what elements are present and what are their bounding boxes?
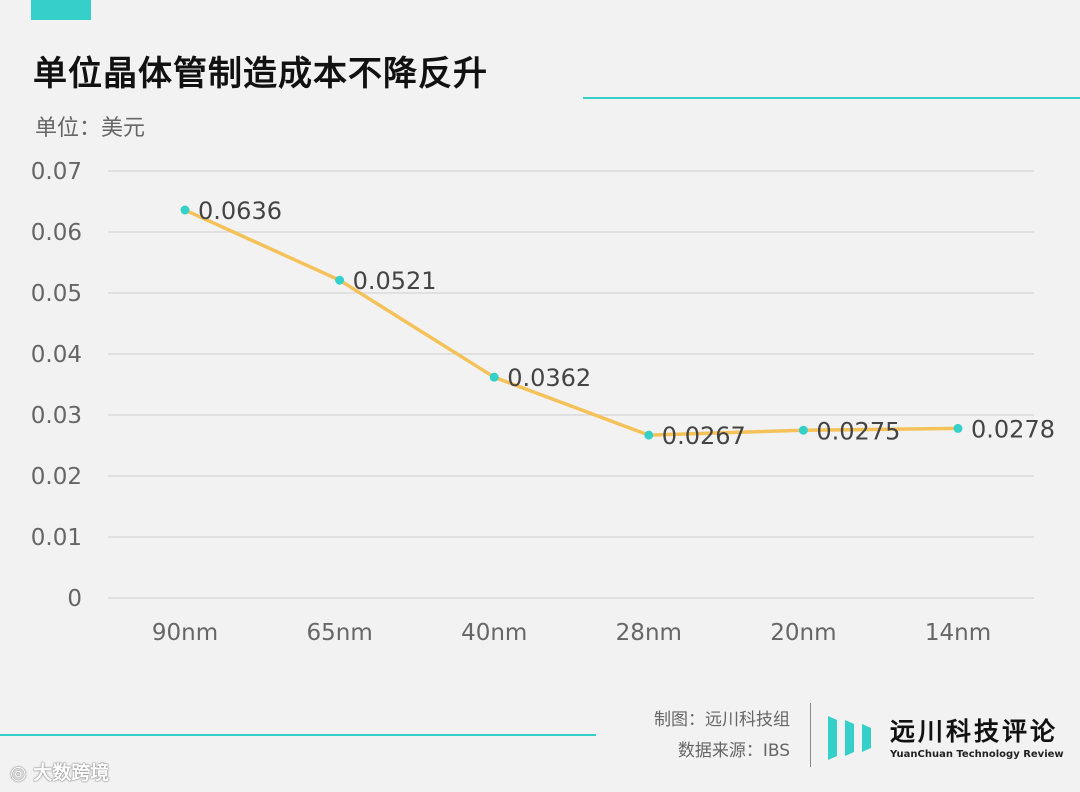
data-label: 0.0636	[198, 197, 282, 225]
data-point	[953, 423, 963, 433]
data-label: 0.0275	[816, 417, 900, 445]
unit-label: 单位：美元	[35, 116, 146, 141]
data-point	[335, 275, 345, 285]
data-point	[644, 430, 654, 440]
y-tick-label: 0.01	[31, 525, 82, 551]
title-rule	[583, 97, 1080, 99]
data-point	[489, 372, 499, 382]
data-label: 0.0278	[971, 415, 1055, 443]
credit-maker: 制图：远川科技组	[654, 710, 790, 730]
brand-logo-icon	[828, 716, 871, 760]
line-chart: 0 0.01 0.02 0.03 0.04 0.05 0.06 0.07 90nm 65nm 40n…	[31, 159, 1055, 646]
data-label: 0.0521	[353, 267, 437, 295]
y-tick-label: 0.02	[31, 464, 82, 490]
y-tick-label: 0.03	[31, 403, 82, 429]
top-accent-tab	[31, 0, 91, 20]
data-label: 0.0362	[507, 364, 591, 392]
brand-name: 远川科技评论	[890, 717, 1059, 746]
x-tick-label: 20nm	[770, 620, 836, 646]
x-tick-label: 65nm	[306, 620, 372, 646]
x-tick-label: 28nm	[616, 620, 682, 646]
watermark: ◎ 大数跨境	[10, 758, 109, 785]
watermark-text: 大数跨境	[33, 762, 110, 784]
brand-tagline: YuanChuan Technology Review	[890, 749, 1064, 760]
chart-title: 单位晶体管制造成本不降反升	[33, 54, 488, 94]
credit-source: 数据来源：IBS	[677, 741, 790, 761]
y-tick-label: 0	[67, 586, 82, 612]
weibo-icon: ◎	[10, 762, 27, 784]
footer-rule	[0, 734, 596, 736]
x-tick-label: 90nm	[152, 620, 218, 646]
series-line	[183, 208, 960, 437]
brand: 远川科技评论 YuanChuan Technology Review	[890, 712, 1064, 760]
credits: 制图：远川科技组 数据来源：IBS	[654, 705, 790, 767]
data-label: 0.0267	[662, 422, 746, 450]
x-tick-label: 40nm	[461, 620, 527, 646]
data-point	[180, 205, 190, 215]
data-point	[798, 425, 808, 435]
y-tick-label: 0.04	[31, 342, 82, 368]
y-tick-label: 0.05	[31, 281, 82, 307]
y-tick-label: 0.06	[31, 220, 82, 246]
footer-divider	[810, 703, 811, 767]
x-tick-label: 14nm	[925, 620, 991, 646]
y-tick-label: 0.07	[31, 159, 82, 185]
